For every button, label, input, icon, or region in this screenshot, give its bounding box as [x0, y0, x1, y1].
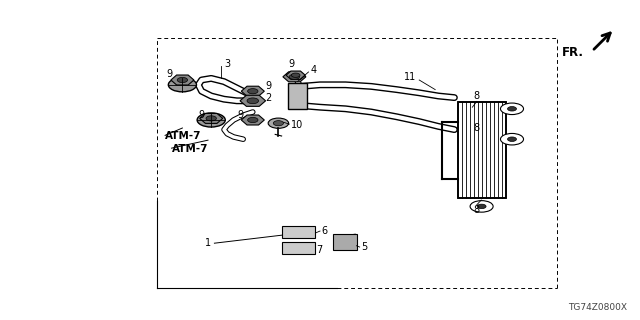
Circle shape [291, 73, 300, 77]
Text: ATM-7: ATM-7 [165, 131, 202, 141]
Circle shape [248, 89, 258, 94]
Text: 9: 9 [198, 110, 205, 120]
Circle shape [206, 116, 216, 121]
Text: 3: 3 [224, 59, 230, 69]
Text: 10: 10 [291, 120, 303, 131]
Text: 6: 6 [321, 226, 328, 236]
Circle shape [500, 103, 524, 115]
Polygon shape [241, 115, 264, 125]
Text: FR.: FR. [562, 46, 584, 59]
Polygon shape [286, 71, 305, 79]
Text: 5: 5 [362, 242, 368, 252]
Bar [282, 242, 315, 254]
Text: 7: 7 [316, 245, 323, 255]
Text: 8: 8 [474, 91, 480, 101]
Text: 9: 9 [166, 68, 172, 79]
Circle shape [177, 77, 188, 83]
Circle shape [273, 121, 284, 126]
Circle shape [477, 204, 486, 209]
Bar [282, 226, 315, 238]
Bar [458, 102, 506, 198]
Circle shape [168, 78, 196, 92]
Polygon shape [171, 75, 194, 85]
Bar [333, 234, 357, 250]
Text: 8: 8 [474, 124, 480, 133]
Circle shape [508, 107, 516, 111]
Circle shape [268, 118, 289, 128]
Polygon shape [200, 113, 223, 124]
Text: 11: 11 [403, 72, 416, 82]
Circle shape [248, 117, 258, 123]
Circle shape [289, 74, 300, 79]
Circle shape [508, 137, 516, 141]
Bar [288, 83, 307, 109]
Text: ATM-7: ATM-7 [172, 144, 208, 154]
Circle shape [197, 113, 225, 127]
Circle shape [500, 133, 524, 145]
Circle shape [247, 98, 259, 104]
Text: 8: 8 [474, 205, 480, 215]
Bar [458, 102, 506, 198]
Text: TG74Z0800X: TG74Z0800X [568, 303, 627, 312]
Polygon shape [240, 95, 266, 106]
Text: 9: 9 [288, 59, 294, 69]
Circle shape [470, 201, 493, 212]
Polygon shape [241, 86, 264, 96]
Text: 9: 9 [237, 110, 243, 120]
Text: 9: 9 [266, 81, 272, 92]
Text: 4: 4 [310, 65, 317, 76]
Polygon shape [283, 72, 306, 82]
Text: 1: 1 [205, 238, 211, 248]
Text: 2: 2 [266, 92, 272, 103]
